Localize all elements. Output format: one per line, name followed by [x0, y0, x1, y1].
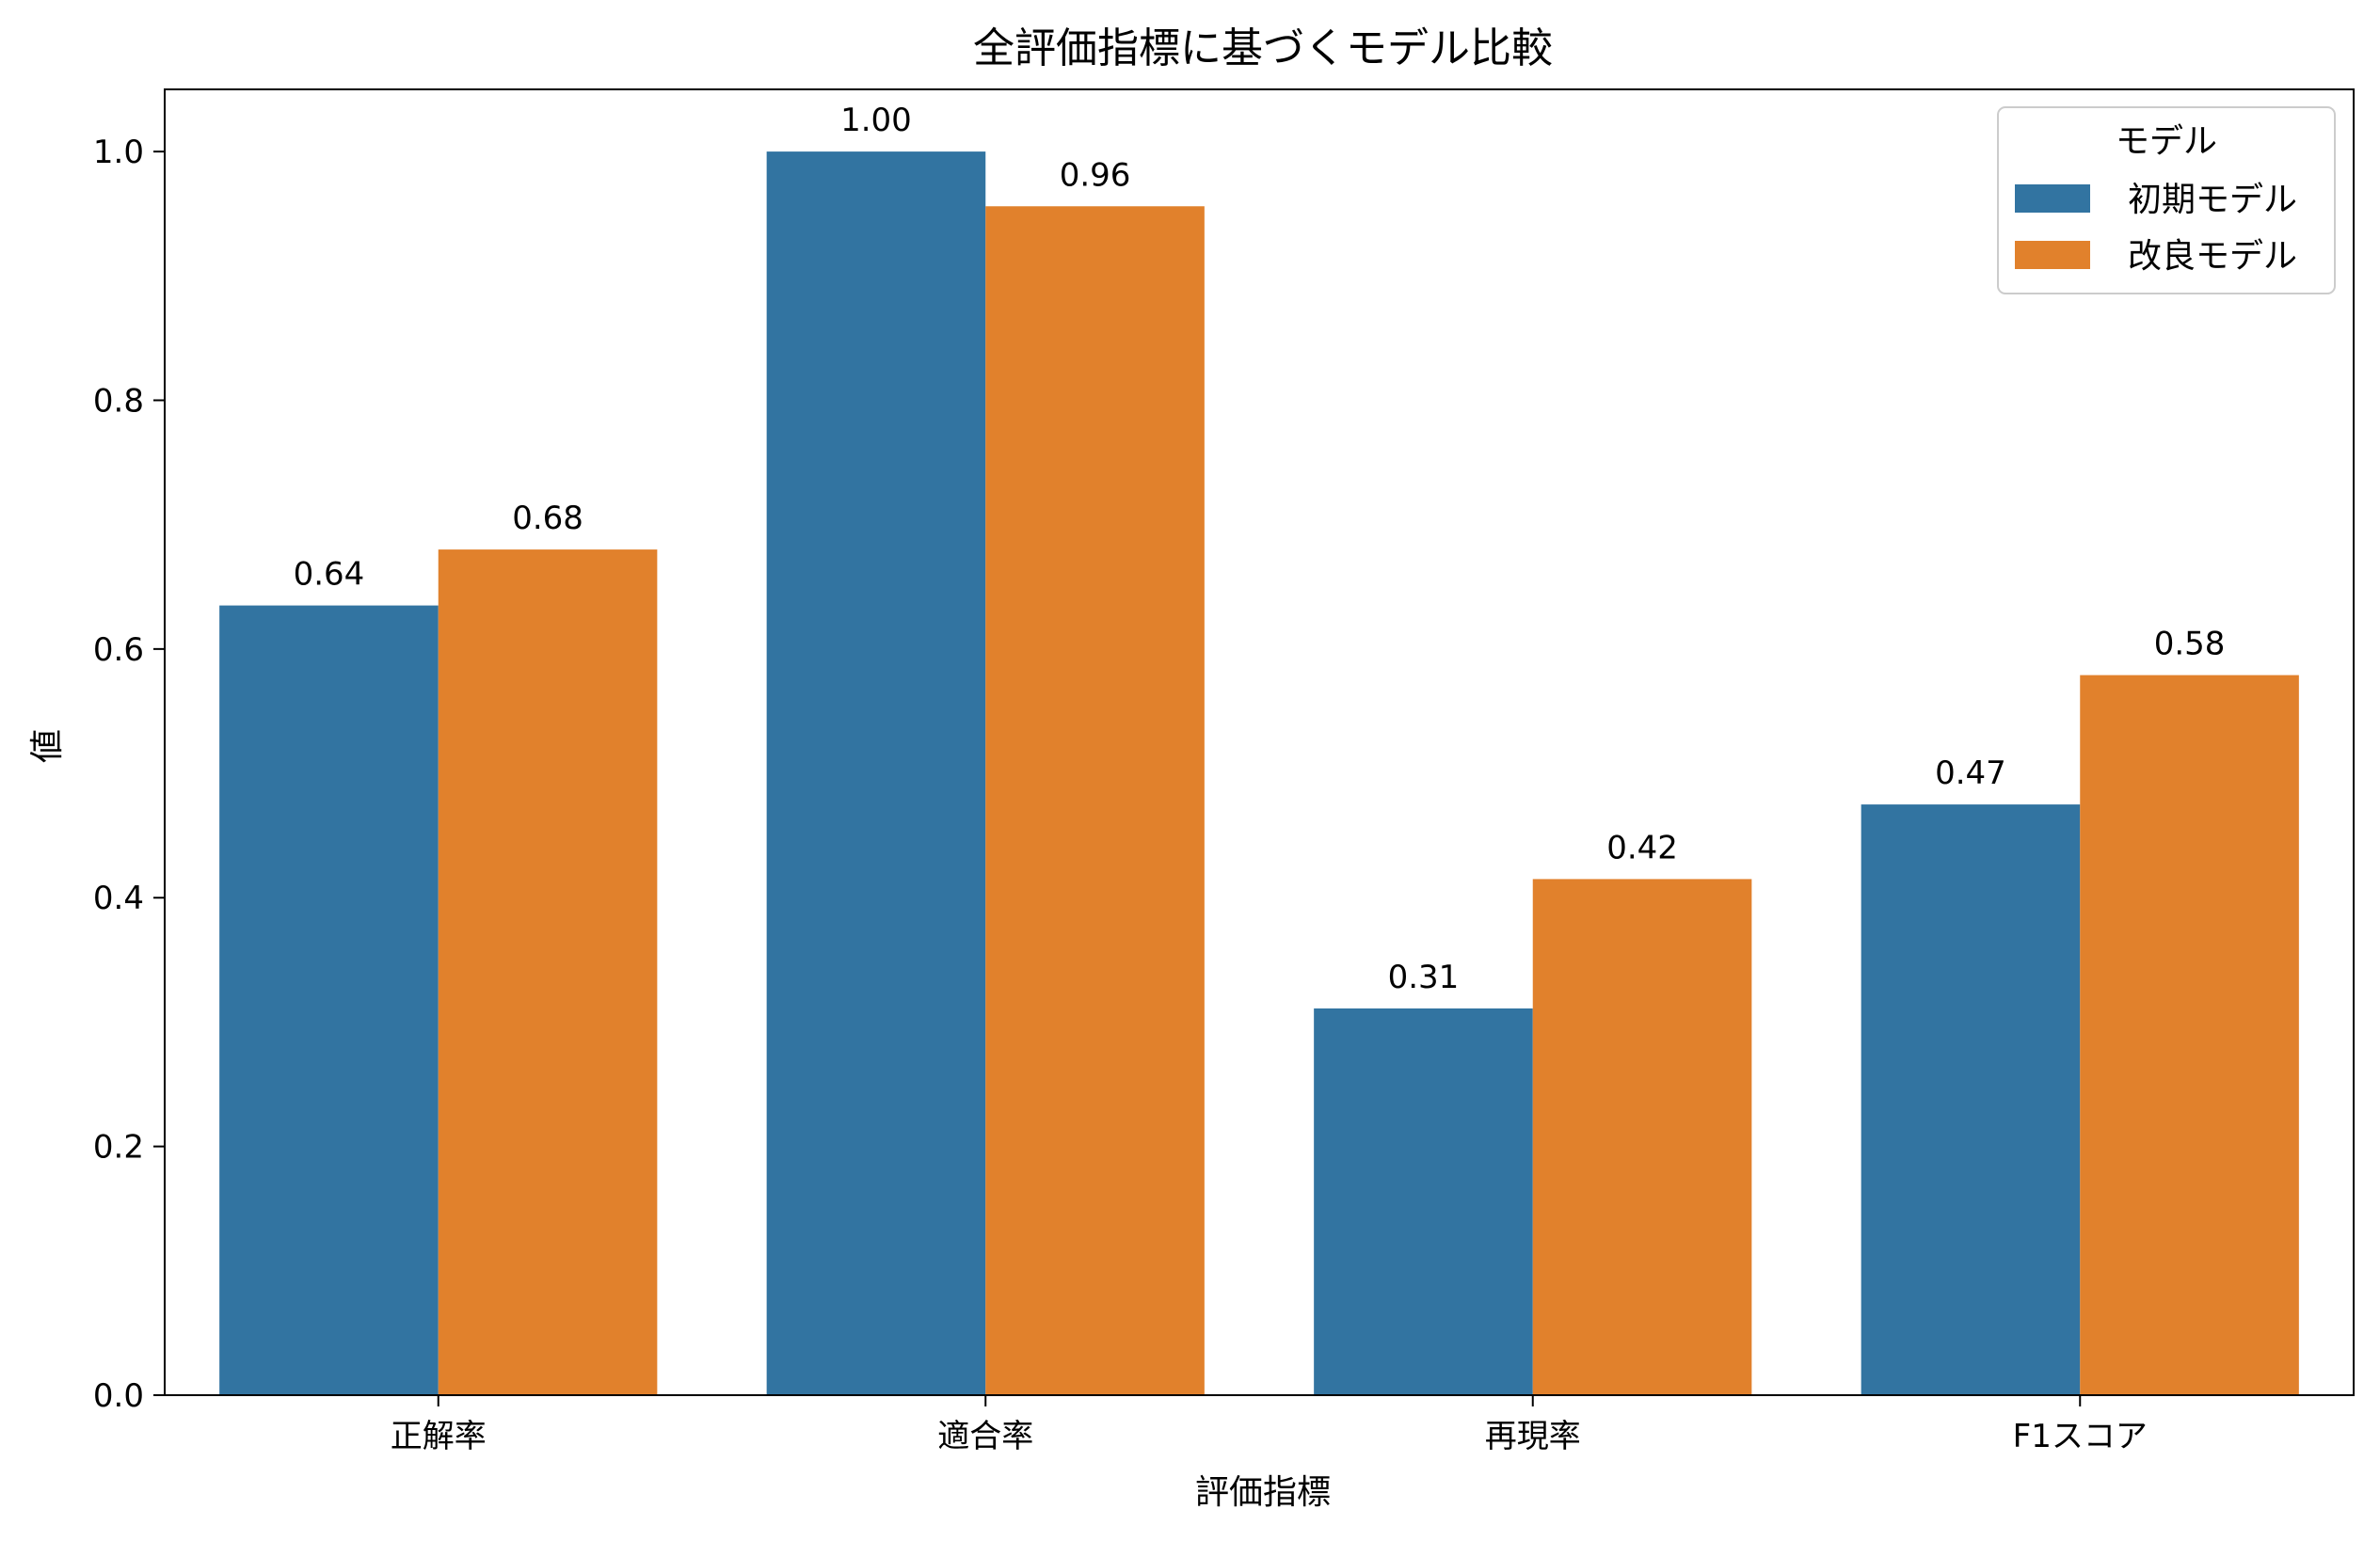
y-axis: 0.0 0.2 0.4 0.6 0.8 1.0	[93, 134, 165, 1415]
bar-precision-improved	[985, 206, 1205, 1396]
bar-value-label-recall-initial: 0.31	[1388, 959, 1460, 996]
bar-f1-improved	[2080, 675, 2299, 1395]
x-tick-label-f1: F1スコア	[2013, 1418, 2148, 1455]
bar-value-label-accuracy-improved: 0.68	[512, 500, 583, 537]
x-axis-label: 評価指標	[1195, 1473, 1331, 1512]
legend-swatch-improved	[2015, 241, 2090, 269]
bars-group	[219, 151, 2299, 1396]
legend: モデル 初期モデル 改良モデル	[1997, 106, 2336, 294]
chart-title: 全評価指標に基づくモデル比較	[973, 24, 1553, 72]
bar-value-label-precision-initial: 1.00	[840, 102, 912, 139]
bar-value-label-f1-initial: 0.47	[1935, 755, 2006, 792]
bar-value-label-accuracy-initial: 0.64	[294, 556, 365, 594]
x-tick-label-recall: 再現率	[1485, 1418, 1581, 1455]
bar-recall-improved	[1532, 879, 1752, 1395]
y-tick-label: 0.2	[93, 1129, 144, 1167]
y-axis-label: 値	[28, 729, 67, 763]
y-tick-label: 1.0	[93, 134, 144, 171]
plot-frame	[164, 88, 2355, 1396]
bar-accuracy-improved	[438, 549, 658, 1395]
y-tick-label: 0.8	[93, 382, 144, 420]
x-tick-label-precision: 適合率	[937, 1418, 1033, 1455]
y-tick-label: 0.0	[93, 1377, 144, 1415]
bar-value-label-f1-improved: 0.58	[2154, 626, 2226, 663]
x-tick-label-accuracy: 正解率	[391, 1418, 487, 1455]
legend-swatch-initial	[2015, 184, 2090, 213]
bar-value-label-precision-improved: 0.96	[1060, 156, 1131, 194]
y-tick-label: 0.6	[93, 631, 144, 669]
legend-title: モデル	[2116, 122, 2217, 161]
bar-precision-initial	[766, 151, 986, 1396]
legend-label-initial: 初期モデル	[2128, 181, 2297, 219]
x-axis: 正解率 適合率 再現率 F1スコア	[391, 1395, 2148, 1455]
y-tick-label: 0.4	[93, 880, 144, 917]
bar-accuracy-initial	[219, 605, 439, 1395]
bar-recall-initial	[1314, 1008, 1533, 1395]
legend-label-improved: 改良モデル	[2128, 237, 2297, 276]
bar-value-label-recall-improved: 0.42	[1606, 829, 1678, 866]
bar-f1-initial	[1861, 804, 2081, 1395]
bar-labels-group: 0.64 0.68 1.00 0.96 0.31 0.42 0.47 0.58	[294, 102, 2226, 996]
